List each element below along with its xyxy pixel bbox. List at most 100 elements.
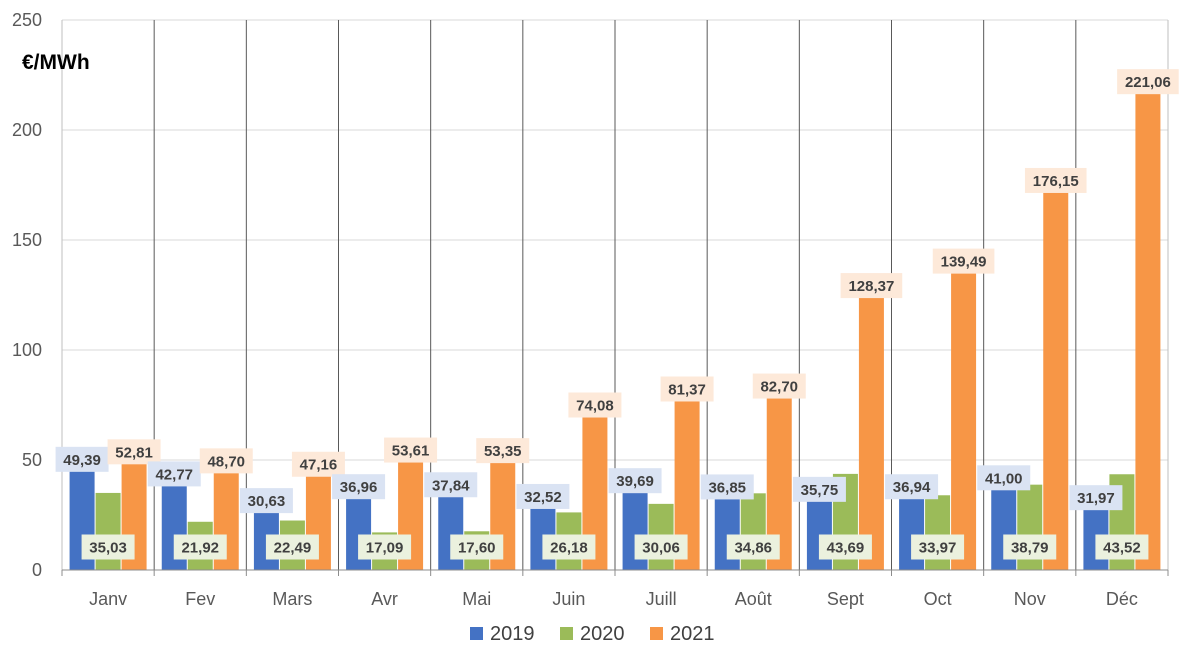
bar-2021 (1135, 83, 1161, 570)
data-label-bg (55, 446, 109, 472)
data-label: 41,00 (985, 470, 1023, 487)
x-tick-label: Mars (272, 589, 312, 609)
data-label-bg (752, 373, 806, 399)
x-axis: Janv Fev Mars Avr Mai Juin Juill Août Sept Oct Nov… (61, 569, 1169, 609)
data-label: 30,06 (642, 540, 680, 557)
data-label-bg (147, 461, 201, 487)
legend-label-2021: 2021 (670, 623, 715, 645)
data-label-bg (818, 534, 872, 560)
legend-swatch-2021 (650, 627, 663, 640)
data-label: 35,75 (801, 482, 839, 499)
y-axis-ticks: 0 50 100 150 200 250 (12, 10, 42, 580)
x-tick-label: Fev (185, 589, 215, 609)
y-tick-label: 100 (12, 340, 42, 360)
data-label-bg (1095, 534, 1149, 560)
data-label: 26,18 (550, 540, 588, 557)
data-label-bg (542, 534, 596, 560)
data-label: 34,86 (734, 540, 772, 557)
y-tick-label: 250 (12, 10, 42, 30)
data-label: 48,70 (207, 453, 245, 470)
data-label-bg (424, 472, 478, 498)
data-label-bg (932, 248, 995, 274)
data-label: 139,49 (941, 254, 987, 271)
data-label: 36,96 (340, 479, 378, 496)
legend: 2019 2020 2021 (470, 623, 715, 645)
x-tick-label: Nov (1014, 589, 1046, 609)
data-label: 221,06 (1125, 74, 1171, 91)
data-label-bg (726, 534, 780, 560)
data-label-bg (1117, 69, 1179, 95)
data-label: 22,49 (274, 540, 312, 557)
data-label-bg (608, 468, 662, 494)
y-tick-label: 150 (12, 230, 42, 250)
data-label: 32,52 (524, 489, 562, 506)
data-label: 176,15 (1033, 173, 1079, 190)
data-label: 30,63 (248, 493, 286, 510)
y-tick-label: 50 (22, 450, 42, 470)
data-label-bg (358, 534, 412, 560)
bar-2021 (951, 263, 977, 570)
data-label: 42,77 (155, 466, 193, 483)
data-label-bg (450, 534, 504, 560)
x-tick-label: Mai (462, 589, 491, 609)
data-label: 43,69 (827, 540, 865, 557)
data-label: 17,60 (458, 540, 496, 557)
data-label-bg (199, 448, 253, 474)
data-label-bg (568, 392, 622, 418)
x-tick-label: Août (735, 589, 772, 609)
data-label-bg (173, 534, 227, 560)
data-label-bg (700, 474, 754, 500)
x-tick-label: Juill (646, 589, 677, 609)
legend-swatch-2020 (560, 627, 573, 640)
x-tick-label: Juin (552, 589, 585, 609)
data-label: 53,35 (484, 443, 522, 460)
data-label: 81,37 (668, 381, 706, 398)
data-label: 39,69 (616, 473, 654, 490)
data-label: 53,61 (392, 443, 430, 460)
data-label-bg (239, 488, 293, 514)
data-label: 74,08 (576, 398, 614, 415)
data-label: 43,52 (1103, 540, 1141, 557)
data-label: 49,39 (63, 452, 101, 469)
data-label-bg (291, 451, 345, 477)
y-tick-label: 200 (12, 120, 42, 140)
legend-label-2020: 2020 (580, 623, 625, 645)
data-label: 31,97 (1077, 490, 1115, 507)
legend-label-2019: 2019 (490, 623, 535, 645)
data-label-bg (1024, 167, 1087, 193)
data-label-bg (384, 437, 438, 463)
x-tick-label: Déc (1106, 589, 1138, 609)
x-tick-label: Janv (89, 589, 127, 609)
bar-2021 (858, 287, 884, 570)
legend-swatch-2019 (470, 627, 483, 640)
data-label: 52,81 (115, 444, 153, 461)
data-label: 82,70 (760, 379, 798, 396)
data-label: 21,92 (181, 540, 219, 557)
data-label: 38,79 (1011, 540, 1049, 557)
x-tick-label: Sept (827, 589, 864, 609)
bar-2021 (1043, 182, 1069, 570)
data-label: 35,03 (89, 540, 127, 557)
data-label-bg (265, 534, 319, 560)
data-label: 17,09 (366, 540, 404, 557)
data-label-bg (911, 534, 965, 560)
data-label-bg (660, 376, 714, 402)
data-label-bg (332, 474, 386, 500)
data-label: 128,37 (848, 278, 894, 295)
data-label: 33,97 (919, 540, 957, 557)
data-label: 37,84 (432, 477, 470, 494)
y-tick-label: 0 (32, 560, 42, 580)
data-label-bg (476, 438, 530, 464)
data-label-bg (634, 534, 688, 560)
data-label: 36,94 (893, 479, 931, 496)
x-tick-label: Oct (924, 589, 952, 609)
x-tick-label: Avr (371, 589, 398, 609)
data-label-bg (792, 476, 846, 502)
data-label-bg (1003, 534, 1057, 560)
data-label: 36,85 (708, 479, 746, 496)
data-label-bg (107, 439, 161, 465)
data-label-bg (885, 474, 939, 500)
data-label-bg (81, 534, 135, 560)
data-label-bg (516, 483, 570, 509)
